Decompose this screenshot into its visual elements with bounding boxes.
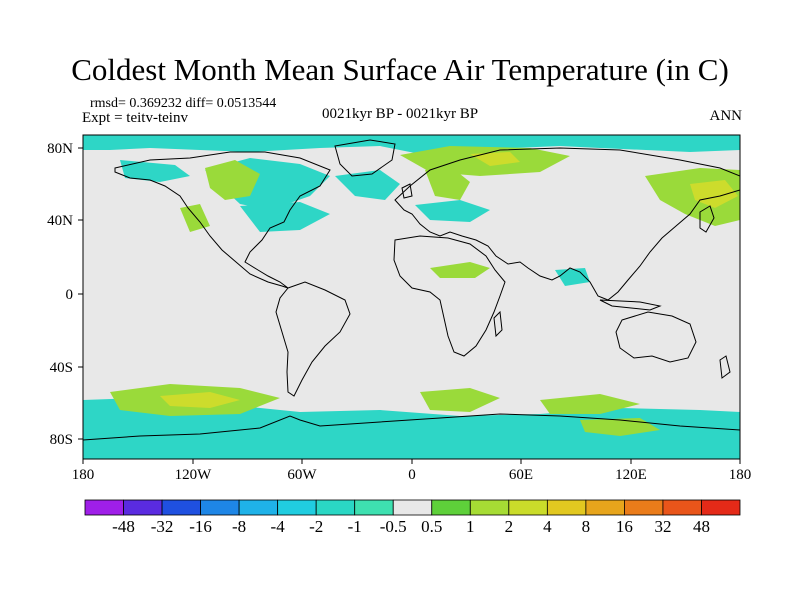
colorbar-label: 32 <box>654 517 672 536</box>
patch-southindian-green <box>420 388 500 412</box>
colorbar-label: 0.5 <box>421 517 443 536</box>
colorbar-label: -16 <box>189 517 212 536</box>
patch-arctic-cyan <box>83 135 740 156</box>
colorbar-label: 1 <box>466 517 475 536</box>
colorbar-swatch <box>161 499 201 516</box>
lon-label-60w: 60W <box>287 467 317 483</box>
colorbar-label: -2 <box>309 517 324 536</box>
axis-ticks <box>78 147 741 464</box>
patch-siberia-core <box>470 152 520 166</box>
coast-greenland <box>334 139 396 177</box>
chart-title: Coldest Month Mean Surface Air Temperatu… <box>71 52 729 87</box>
patch-pacific-cyan <box>120 160 190 182</box>
colorbar-label: 8 <box>581 517 591 536</box>
patch-southern-green2 <box>540 394 640 414</box>
colorbar <box>84 499 741 516</box>
anomaly-patches <box>83 135 740 459</box>
lon-label-180w: 180 <box>71 467 95 483</box>
colorbar-label: -8 <box>232 517 247 536</box>
patch-alaska-green <box>205 160 260 200</box>
coast-madagascar <box>493 310 503 338</box>
coast-uk <box>401 183 413 199</box>
coast-japan <box>699 205 715 233</box>
coast-africa <box>393 235 506 357</box>
season-label: ANN <box>709 108 743 124</box>
colorbar-swatch <box>546 499 587 516</box>
lat-label-40n: 40N <box>47 213 73 229</box>
colorbar-label: -4 <box>270 517 285 536</box>
lat-label-80s: 80S <box>49 432 73 448</box>
lon-label-120e: 120E <box>615 467 647 483</box>
colorbar-swatch <box>469 499 510 516</box>
coast-indonesia <box>599 299 662 311</box>
patch-sahara-green <box>430 262 490 278</box>
experiment-label: Expt = teitv-teinv <box>82 110 188 126</box>
patch-northam-cyan <box>240 202 330 232</box>
lon-label-0: 0 <box>408 467 416 483</box>
lon-label-60e: 60E <box>508 467 534 483</box>
colorbar-label: -48 <box>112 517 135 536</box>
lat-label-0: 0 <box>65 287 74 303</box>
lon-label-120w: 120W <box>174 467 212 483</box>
colorbar-swatch <box>354 499 394 516</box>
coastlines <box>83 139 740 441</box>
colorbar-label: 48 <box>692 517 710 536</box>
colorbar-label: -0.5 <box>379 517 407 536</box>
colorbar-label: 16 <box>615 517 633 536</box>
colorbar-label: -1 <box>347 517 362 536</box>
coast-nz <box>719 355 731 379</box>
colorbar-swatch <box>84 499 124 516</box>
coast-south-america <box>275 281 351 397</box>
colorbar-swatch <box>431 499 471 516</box>
colorbar-swatch <box>200 499 240 516</box>
patch-eastasia-core <box>690 180 738 208</box>
colorbar-label: -32 <box>150 517 174 536</box>
patch-scandinavia-green <box>425 166 470 200</box>
colorbar-label: 4 <box>543 517 552 536</box>
colorbar-swatch <box>624 499 664 516</box>
lat-label-40s: 40S <box>49 360 73 376</box>
colorbar-label: 2 <box>504 517 514 536</box>
coast-eurasia <box>394 147 740 301</box>
coast-antarctica <box>83 413 740 441</box>
lon-label-180e: 180 <box>728 467 752 483</box>
colorbar-swatch <box>277 499 317 516</box>
colorbar-swatch <box>662 499 702 516</box>
patch-southpacific-core <box>160 392 240 408</box>
colorbar-swatch <box>585 499 625 516</box>
lat-label-80n: 80N <box>47 141 73 157</box>
colorbar-swatch <box>392 499 433 516</box>
colorbar-swatch <box>701 499 741 516</box>
colorbar-swatch <box>238 499 279 516</box>
stats-line: rmsd= 0.369232 diff= 0.0513544 <box>90 96 277 111</box>
coast-north-america <box>114 151 331 289</box>
colorbar-swatch <box>508 499 548 516</box>
patch-atlantic-cyan <box>335 170 400 200</box>
period-label: 0021kyr BP - 0021kyr BP <box>321 106 479 122</box>
patch-europe-cyan <box>415 200 490 222</box>
coast-australia <box>615 311 697 363</box>
colorbar-swatch <box>315 499 356 516</box>
colorbar-swatch <box>123 499 163 516</box>
